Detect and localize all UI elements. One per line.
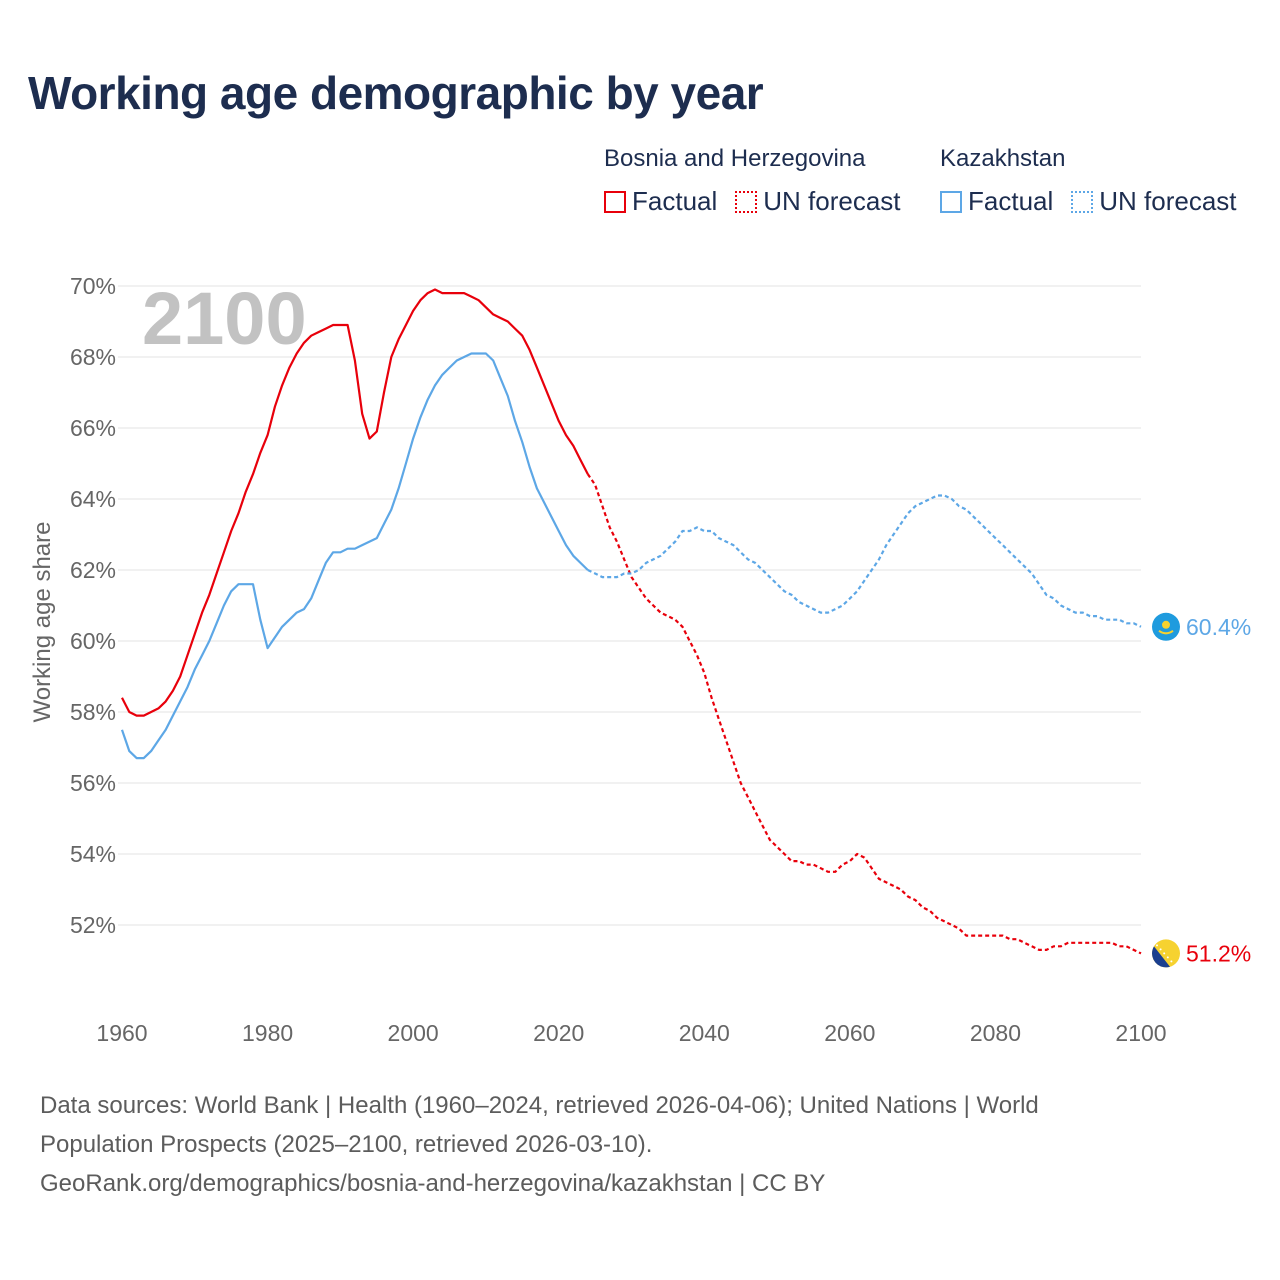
- year-watermark: 2100: [142, 277, 307, 360]
- legend-swatch-bosnia-forecast: [735, 190, 758, 213]
- x-tick-label: 2080: [970, 1020, 1021, 1046]
- y-tick-label: 68%: [70, 344, 116, 370]
- legend-item-bosnia-factual[interactable]: Factual: [604, 186, 717, 217]
- flag-sun-mark: [1162, 620, 1170, 629]
- legend-group-bosnia: Bosnia and Herzegovina Factual UN foreca…: [604, 144, 901, 217]
- y-tick-label: 60%: [70, 628, 116, 654]
- series-line-bosnia-forecast[interactable]: [586, 473, 1142, 955]
- y-tick-label: 66%: [70, 415, 116, 441]
- flag-star-mark: [1159, 948, 1162, 951]
- series-line-kazakhstan-forecast[interactable]: [587, 494, 1142, 628]
- y-tick-label: 54%: [70, 841, 116, 867]
- flag-eagle-mark: [1158, 629, 1174, 635]
- end-value-label-bosnia: 51.2%: [1186, 940, 1251, 966]
- series-endpoints: 51.2% 60.4%: [1152, 612, 1251, 968]
- flag-blue-field: [1152, 946, 1170, 968]
- y-tick-label: 62%: [70, 557, 116, 583]
- source-line-2: Population Prospects (2025–2100, retriev…: [40, 1131, 653, 1158]
- x-tick-label: 1960: [96, 1020, 147, 1046]
- x-tick-label: 2100: [1115, 1020, 1166, 1046]
- chart-title: Working age demographic by year: [28, 67, 764, 119]
- y-tick-label: 58%: [70, 699, 116, 725]
- y-tick-label: 64%: [70, 486, 116, 512]
- flag-star-mark: [1163, 952, 1166, 955]
- end-value-label-kazakhstan: 60.4%: [1186, 614, 1251, 640]
- legend-group-name-bosnia: Bosnia and Herzegovina: [604, 145, 866, 172]
- legend-group-name-kazakhstan: Kazakhstan: [940, 145, 1066, 172]
- series-lines: [120, 288, 1142, 955]
- legend-swatch-kazakhstan-factual: [940, 190, 962, 213]
- series-line-kazakhstan-factual[interactable]: [120, 352, 589, 760]
- x-axis: 1960 1980 2000 2020 2040 2060 2080 2100: [96, 1020, 1166, 1046]
- x-tick-label: 2000: [388, 1020, 439, 1046]
- x-tick-label: 2060: [824, 1020, 875, 1046]
- y-tick-label: 52%: [70, 912, 116, 938]
- gridlines: [118, 285, 1141, 926]
- x-tick-label: 1980: [242, 1020, 293, 1046]
- legend-item-bosnia-forecast[interactable]: UN forecast: [735, 186, 901, 217]
- y-tick-label: 56%: [70, 770, 116, 796]
- y-axis-title: Working age share: [29, 522, 56, 723]
- legend-item-kazakhstan-factual[interactable]: Factual: [940, 186, 1053, 217]
- flag-star-mark: [1166, 956, 1169, 959]
- legend-label-bosnia-factual: Factual: [632, 186, 718, 216]
- y-axis: 52% 54% 56% 58% 60% 62% 64% 66% 68% 70%: [70, 273, 116, 938]
- source-note: Data sources: World Bank | Health (1960–…: [40, 1086, 1240, 1203]
- legend-item-kazakhstan-forecast[interactable]: UN forecast: [1071, 186, 1237, 217]
- legend-swatch-kazakhstan-forecast: [1071, 190, 1094, 213]
- x-tick-label: 2040: [679, 1020, 730, 1046]
- y-tick-label: 70%: [70, 273, 116, 299]
- x-tick-label: 2020: [533, 1020, 584, 1046]
- flag-star-mark: [1170, 960, 1173, 963]
- legend-label-kazakhstan-factual: Factual: [968, 186, 1054, 216]
- legend-label-kazakhstan-forecast: UN forecast: [1099, 186, 1237, 216]
- flag-star-mark: [1156, 944, 1158, 947]
- source-line-3[interactable]: GeoRank.org/demographics/bosnia-and-herz…: [40, 1170, 826, 1197]
- series-line-bosnia-factual[interactable]: [121, 288, 589, 717]
- legend-group-kazakhstan: Kazakhstan Factual UN forecast: [940, 144, 1237, 217]
- source-line-1: Data sources: World Bank | Health (1960–…: [40, 1092, 1039, 1119]
- legend-label-bosnia-forecast: UN forecast: [763, 186, 901, 216]
- line-chart: 2100 52% 54% 56% 58% 60% 62% 64% 66% 68% 70% 1960…: [29, 273, 1251, 1046]
- legend-swatch-bosnia-factual: [604, 190, 626, 213]
